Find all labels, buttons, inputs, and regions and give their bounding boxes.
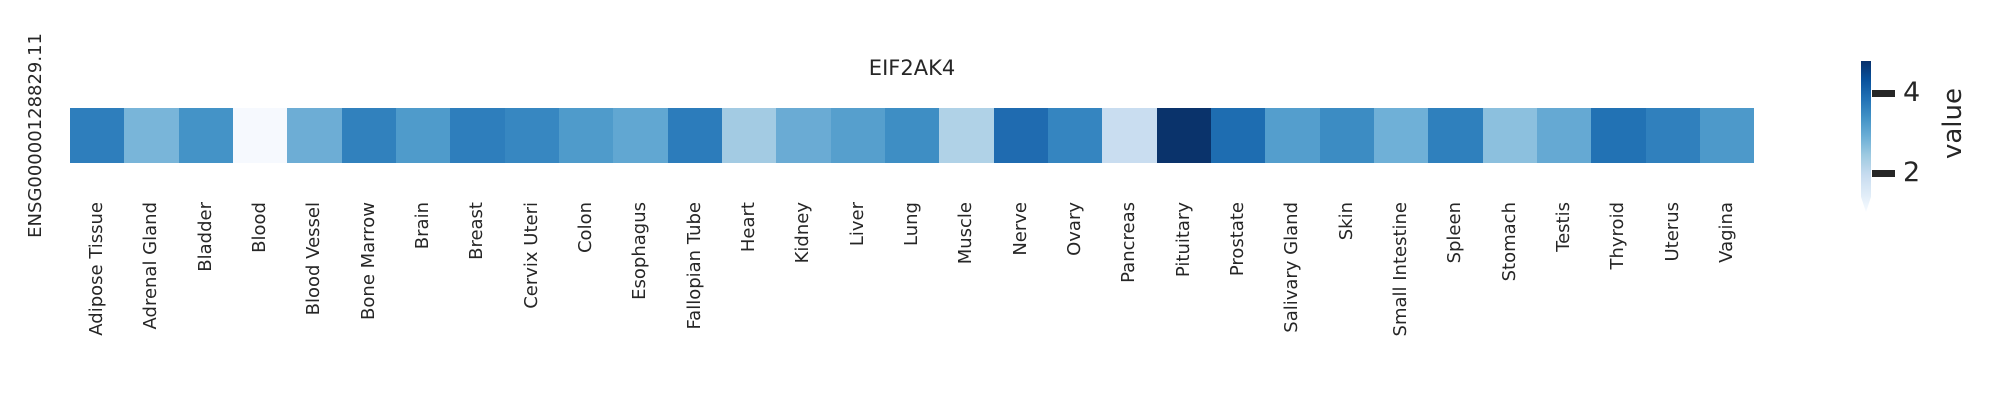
x-tick-label: Breast — [466, 202, 488, 260]
x-tick-label: Kidney — [792, 202, 814, 264]
heatmap-cell — [993, 108, 1048, 163]
x-tick-label: Spleen — [1444, 202, 1466, 264]
x-tick-label: Ovary — [1063, 202, 1085, 256]
x-tick-label: Skin — [1335, 202, 1357, 241]
heatmap-cell — [1591, 108, 1646, 163]
heatmap-cell — [504, 108, 559, 163]
heatmap-cell — [70, 108, 125, 163]
colorbar-gradient — [1861, 61, 1871, 212]
chart-title: EIF2AK4 — [868, 56, 956, 80]
heatmap-cell — [178, 108, 233, 163]
heatmap-row — [70, 108, 1755, 163]
heatmap-cell — [1536, 108, 1592, 163]
x-tick-label: Colon — [575, 202, 597, 254]
x-tick-label: Cervix Uteri — [520, 202, 542, 309]
heatmap-cell — [1156, 108, 1211, 163]
heatmap-cell — [1265, 108, 1320, 163]
x-tick-label: Nerve — [1009, 202, 1031, 256]
heatmap-cell — [1319, 108, 1374, 163]
heatmap-cell — [830, 108, 885, 163]
heatmap-cell — [613, 108, 668, 163]
heatmap-cell — [232, 108, 288, 163]
heatmap-cell — [1210, 108, 1266, 163]
heatmap-cell — [884, 108, 940, 163]
x-tick-label: Bone Marrow — [357, 202, 379, 320]
heatmap-cell — [1482, 108, 1537, 163]
x-tick-label: Fallopian Tube — [683, 202, 705, 330]
x-tick-label: Uterus — [1661, 202, 1683, 262]
x-tick-label: Salivary Gland — [1281, 202, 1303, 333]
x-tick-label: Thyroid — [1607, 202, 1629, 270]
heatmap-cell — [776, 108, 831, 163]
heatmap-cell — [558, 108, 614, 163]
heatmap-cell — [667, 108, 722, 163]
x-tick-label: Stomach — [1498, 202, 1520, 282]
heatmap-cell — [721, 108, 777, 163]
heatmap-cell — [1047, 108, 1103, 163]
y-axis-gene-id-label: ENSG00000128829.11 — [25, 33, 46, 238]
heatmap-cell — [124, 108, 179, 163]
x-tick-label: Pituitary — [1172, 202, 1194, 278]
colorbar-tick-mark — [1872, 170, 1895, 177]
x-tick-label: Liver — [846, 202, 868, 247]
heatmap-cell — [1428, 108, 1483, 163]
x-tick-label: Esophagus — [629, 202, 651, 300]
x-tick-label: Heart — [738, 202, 760, 253]
x-tick-label: Small Intestine — [1389, 202, 1411, 337]
x-tick-label: Brain — [412, 202, 434, 250]
x-tick-label: Adipose Tissue — [86, 202, 108, 336]
x-tick-label: Muscle — [955, 202, 977, 265]
x-tick-label: Bladder — [194, 202, 216, 272]
x-tick-label: Vagina — [1715, 202, 1737, 263]
colorbar-tick-label: 4 — [1903, 77, 1921, 108]
x-tick-label: Blood Vessel — [303, 202, 325, 316]
x-tick-label: Blood — [249, 202, 271, 253]
heatmap-cell — [1699, 108, 1755, 163]
heatmap-cell — [1373, 108, 1429, 163]
x-tick-label: Adrenal Gland — [140, 202, 162, 330]
heatmap-cell — [287, 108, 342, 163]
colorbar-axis-label: value — [1938, 88, 1968, 160]
heatmap-cell — [1645, 108, 1700, 163]
colorbar-tick-label: 2 — [1903, 157, 1921, 188]
heatmap-cell — [939, 108, 994, 163]
heatmap-cell — [341, 108, 396, 163]
x-tick-label: Prostate — [1226, 202, 1248, 277]
x-tick-label: Pancreas — [1118, 202, 1140, 283]
x-tick-label: Lung — [901, 202, 922, 246]
colorbar-tick-mark — [1872, 90, 1895, 97]
heatmap-cell — [395, 108, 451, 163]
x-tick-label: Testis — [1552, 202, 1574, 252]
heatmap-cell — [1102, 108, 1157, 163]
heatmap-cell — [450, 108, 505, 163]
